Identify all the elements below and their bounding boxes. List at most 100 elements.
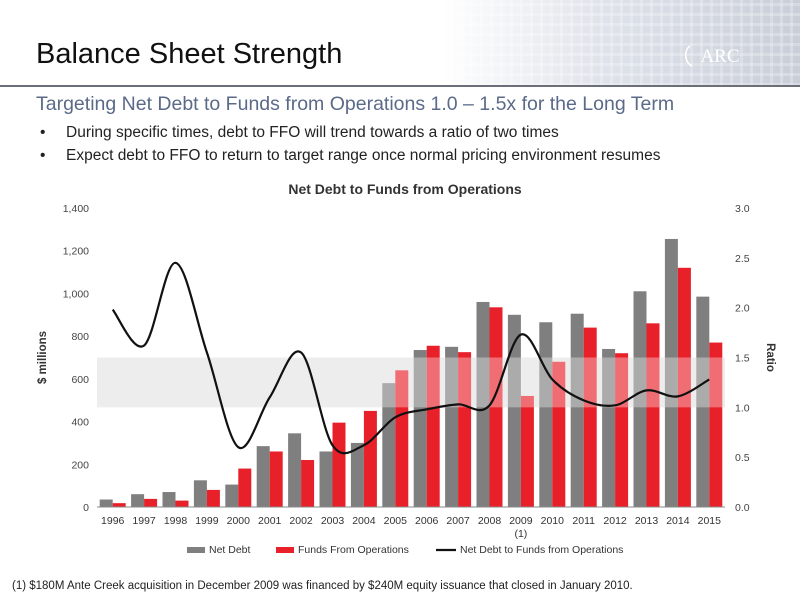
y2-axis-title: Ratio	[764, 343, 776, 372]
bullet-dot: •	[40, 124, 46, 141]
x-tick-label: 2012	[603, 515, 627, 527]
slide-header: Balance Sheet Strength ARC	[0, 0, 800, 86]
page-title: Balance Sheet Strength	[36, 38, 343, 70]
net-debt-bar	[633, 291, 647, 507]
bullet-item: • During specific times, debt to FFO wil…	[36, 124, 776, 147]
ffo-bar	[520, 395, 534, 507]
x-tick-label: 1999	[195, 515, 219, 527]
net-debt-bar	[256, 446, 270, 507]
ffo-bar	[144, 498, 158, 507]
net-debt-bar	[350, 442, 364, 507]
x-tick-label: 2000	[227, 515, 251, 527]
ffo-bar	[583, 327, 597, 507]
y2-tick-label: 0.0	[735, 502, 750, 514]
ffo-bar	[489, 307, 503, 507]
ratio-line	[111, 261, 710, 455]
x-tick-label: 2001	[258, 515, 282, 527]
x-tick-label: 2013	[635, 515, 659, 527]
arc-logo: ARC	[684, 45, 740, 67]
y-tick-label: 1,400	[63, 203, 89, 215]
x-tick-note: (1)	[514, 528, 527, 540]
net-debt-bar	[193, 480, 207, 507]
net-debt-bar	[225, 484, 239, 507]
header-pattern	[440, 0, 800, 86]
ffo-bar	[426, 345, 440, 507]
net-debt-bar	[319, 451, 333, 507]
x-tick-label: 2007	[446, 515, 470, 527]
y-tick-label: 1,200	[63, 246, 89, 258]
net-debt-bar	[476, 301, 490, 507]
legend-label-ffo: Funds From Operations	[298, 544, 409, 556]
ffo-bar	[615, 353, 629, 507]
legend-swatch-net-debt	[187, 547, 205, 553]
page-subtitle: Targeting Net Debt to Funds from Operati…	[36, 93, 675, 115]
logo-text: ARC	[700, 46, 739, 67]
net-debt-bar	[539, 322, 553, 507]
ffo-bar	[112, 503, 126, 507]
y2-tick-label: 1.0	[735, 402, 750, 414]
ffo-bar	[552, 361, 566, 507]
x-tick-label: 1996	[101, 515, 125, 527]
legend-label-net-debt: Net Debt	[209, 544, 251, 556]
legend-swatch-ffo	[276, 547, 294, 553]
x-tick-label: 2011	[572, 515, 595, 527]
y-tick-label: 800	[71, 331, 89, 343]
y2-tick-label: 2.5	[735, 253, 750, 265]
net-debt-bar	[99, 499, 113, 507]
ffo-bar	[301, 460, 315, 507]
debt-ffo-chart: Net Debt to Funds from Operations 0 200 400…	[37, 181, 776, 556]
ffo-bar	[363, 410, 377, 507]
x-tick-label: 2009	[509, 515, 533, 527]
y-tick-label: 0	[83, 502, 89, 514]
ffo-bar	[238, 468, 252, 507]
ffo-bar	[677, 267, 691, 507]
y-tick-label: 400	[71, 417, 89, 429]
bullet-item: • Expect debt to FFO to return to target…	[36, 147, 776, 170]
ffo-bar	[269, 451, 283, 507]
chart-title: Net Debt to Funds from Operations	[288, 181, 522, 197]
legend-label-ratio: Net Debt to Funds from Operations	[460, 544, 623, 556]
y2-tick-label: 3.0	[735, 203, 750, 215]
net-debt-bar	[570, 313, 584, 507]
ffo-bar	[646, 323, 660, 507]
net-debt-bar	[382, 383, 396, 507]
net-debt-bar	[507, 314, 521, 507]
net-debt-bar	[162, 492, 176, 507]
x-tick-label: 2005	[384, 515, 408, 527]
x-tick-label: 2015	[698, 515, 722, 527]
x-tick-label: 1997	[132, 515, 156, 527]
x-tick-label: 2008	[478, 515, 502, 527]
x-tick-label: 2010	[541, 515, 565, 527]
y-axis-title: $ millions	[37, 331, 49, 384]
net-debt-bar	[413, 350, 427, 507]
net-debt-bar	[288, 433, 302, 507]
y-tick-label: 200	[71, 459, 89, 471]
net-debt-bar	[696, 296, 710, 507]
footnote: (1) $180M Ante Creek acquisition in Dece…	[12, 580, 633, 592]
y-tick-label: 600	[71, 374, 89, 386]
y2-tick-label: 2.0	[735, 303, 750, 315]
x-tick-label: 2014	[666, 515, 690, 527]
x-tick-label: 1998	[164, 515, 188, 527]
net-debt-bar	[445, 346, 459, 507]
ffo-bar	[458, 352, 472, 507]
y-tick-label: 1,000	[63, 288, 89, 300]
ffo-bar	[709, 342, 723, 507]
x-tick-label: 2003	[321, 515, 345, 527]
y2-tick-label: 0.5	[735, 452, 750, 464]
ffo-bar	[332, 422, 346, 507]
header-divider	[0, 85, 800, 87]
net-debt-bar	[131, 494, 145, 507]
ffo-bar	[395, 370, 409, 507]
bullet-text: During specific times, debt to FFO will …	[66, 124, 559, 141]
bullet-dot: •	[40, 147, 46, 164]
x-tick-label: 2004	[352, 515, 376, 527]
x-tick-label: 2002	[289, 515, 313, 527]
net-debt-bar	[602, 348, 616, 507]
bullet-list: • During specific times, debt to FFO wil…	[36, 124, 776, 170]
x-tick-label: 2006	[415, 515, 439, 527]
y2-tick-label: 1.5	[735, 353, 750, 365]
net-debt-bar	[664, 238, 678, 507]
bullet-text: Expect debt to FFO to return to target r…	[66, 147, 661, 164]
ffo-bar	[206, 489, 220, 507]
